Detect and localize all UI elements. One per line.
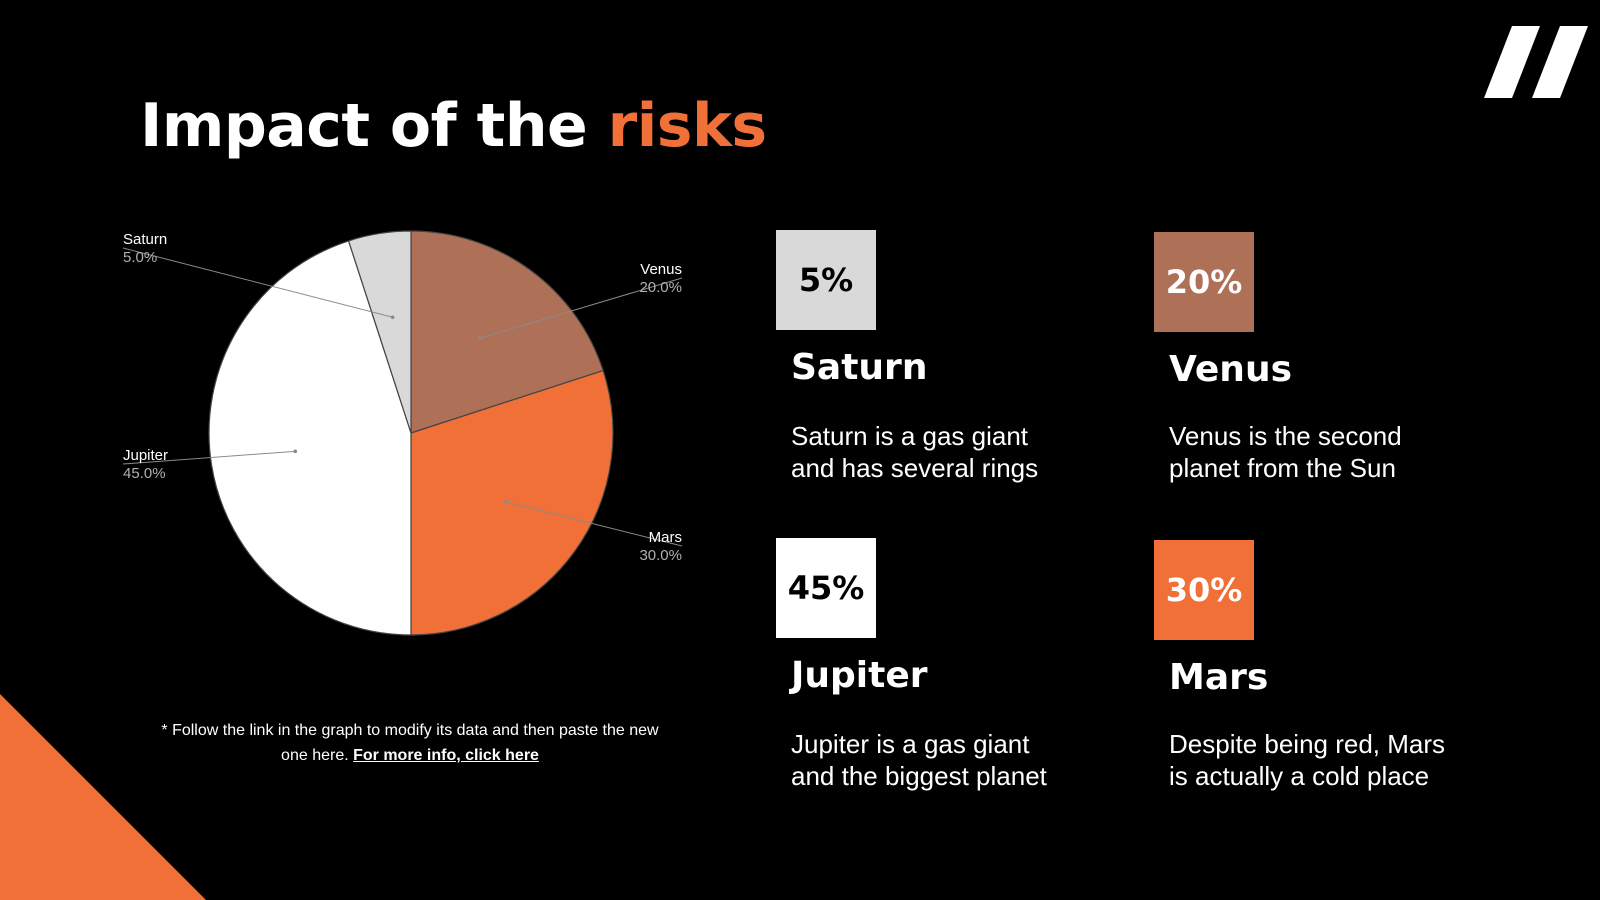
leader-line-saturn <box>122 247 393 318</box>
percent-badge-venus: 20% <box>1154 232 1254 332</box>
card-desc-venus-line2: planet from the Sun <box>1169 453 1396 483</box>
leader-dot-jupiter <box>293 449 298 454</box>
card-desc-venus-line1: Venus is the second <box>1169 421 1402 451</box>
card-desc-jupiter-line1: Jupiter is a gas giant <box>791 729 1030 759</box>
slash-logo-icon <box>1484 26 1588 98</box>
card-desc-jupiter-line2: and the biggest planet <box>791 761 1047 791</box>
card-desc-jupiter: Jupiter is a gas giant and the biggest p… <box>791 728 1131 792</box>
card-title-venus: Venus <box>1169 349 1292 390</box>
card-title-jupiter: Jupiter <box>791 655 928 696</box>
leader-dot-mars <box>503 500 508 504</box>
slice-percent-saturn: 5.0% <box>123 249 157 266</box>
pie-slice-venus[interactable] <box>410 230 604 434</box>
slice-percent-jupiter: 45.0% <box>123 465 166 482</box>
card-title-mars: Mars <box>1169 657 1269 698</box>
card-desc-saturn: Saturn is a gas giant and has several ri… <box>791 420 1131 484</box>
footnote-text-line1: * Follow the link in the graph to modify… <box>161 722 659 739</box>
title-accent: risks <box>607 91 767 161</box>
pie-slice-jupiter[interactable] <box>208 240 412 636</box>
slice-label-jupiter: Jupiter <box>123 447 168 464</box>
page-title: Impact of the risks <box>140 96 767 156</box>
card-desc-mars: Despite being red, Mars is actually a co… <box>1169 728 1509 792</box>
footnote: * Follow the link in the graph to modify… <box>120 718 700 768</box>
slice-label-mars: Mars <box>649 529 682 546</box>
leader-line-jupiter <box>122 450 296 465</box>
pie-slice-saturn[interactable] <box>347 230 412 434</box>
slice-label-saturn: Saturn <box>123 231 167 248</box>
leader-dot-venus <box>478 336 482 341</box>
title-main: Impact of the <box>140 91 588 161</box>
slice-label-venus: Venus <box>640 261 682 278</box>
card-title-saturn: Saturn <box>791 347 928 388</box>
percent-badge-saturn: 5% <box>776 230 876 330</box>
card-desc-mars-line1: Despite being red, Mars <box>1169 729 1446 759</box>
percent-badge-jupiter: 45% <box>776 538 876 638</box>
pie-slice-mars[interactable] <box>410 369 614 636</box>
more-info-link[interactable]: For more info, click here <box>353 747 539 764</box>
card-desc-mars-line2: is actually a cold place <box>1169 761 1430 791</box>
percent-badge-mars: 30% <box>1154 540 1254 640</box>
slice-percent-mars: 30.0% <box>639 547 682 564</box>
leader-line-venus <box>479 277 683 339</box>
footnote-text-line2: one here. <box>281 747 349 764</box>
leader-line-mars <box>505 501 683 547</box>
leader-dot-saturn <box>390 315 395 320</box>
card-desc-saturn-line2: and has several rings <box>791 453 1039 483</box>
card-desc-venus: Venus is the second planet from the Sun <box>1169 420 1509 484</box>
slice-percent-venus: 20.0% <box>639 279 682 296</box>
card-desc-saturn-line1: Saturn is a gas giant <box>791 421 1029 451</box>
